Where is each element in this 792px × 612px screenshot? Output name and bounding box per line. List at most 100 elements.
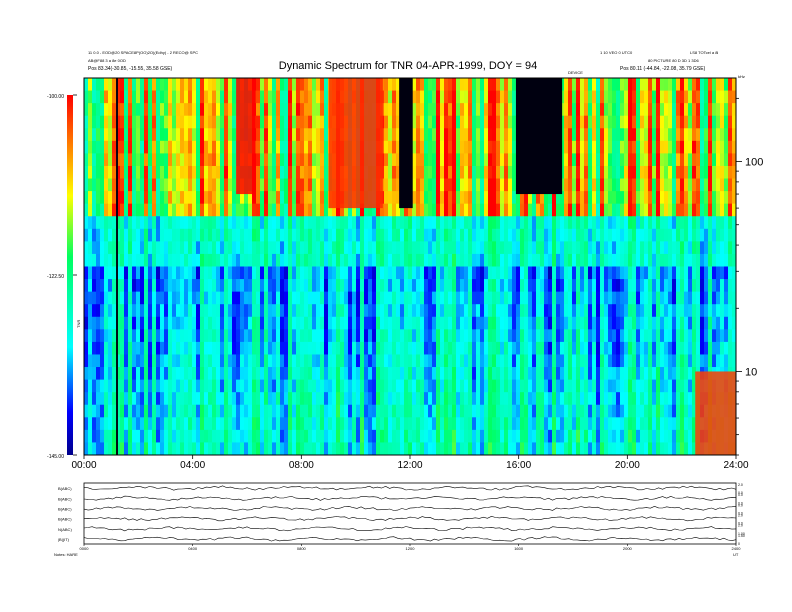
spectrogram-cell — [424, 404, 429, 418]
spectrogram-cell — [472, 128, 477, 142]
spectrogram-cell — [520, 216, 525, 230]
spectrogram-cell — [324, 354, 329, 368]
spectrogram-cell — [472, 253, 477, 267]
spectrogram-cell — [132, 367, 137, 380]
spectrogram-cell — [128, 78, 133, 91]
spectrogram-cell — [684, 241, 689, 255]
spectrogram-cell — [120, 203, 125, 217]
spectrogram-cell — [168, 442, 173, 456]
spectrogram-cell — [132, 165, 137, 179]
spectrogram-cell — [180, 203, 185, 217]
spectrogram-cell — [488, 392, 493, 406]
spectrogram-cell — [580, 291, 585, 305]
spectrogram-cell — [276, 103, 281, 117]
spectrogram-cell — [312, 291, 317, 305]
spectrogram-cell — [724, 279, 729, 293]
spectrogram-cell — [504, 341, 509, 355]
spectrogram-cell — [148, 203, 153, 217]
spectrogram-cell — [96, 279, 101, 293]
spectrogram-cell — [684, 165, 689, 179]
spectrogram-cell — [716, 266, 721, 280]
spectrogram-cell — [208, 241, 213, 255]
spectrogram-cell — [416, 241, 421, 255]
spectrogram-cell — [540, 304, 545, 318]
spectrogram-cell — [392, 266, 397, 280]
spectrogram-x-label: 20:00 — [615, 460, 640, 471]
spectrogram-cell — [688, 103, 693, 117]
spectrogram-cell — [172, 103, 177, 117]
spectrogram-cell — [564, 442, 569, 456]
spectrogram-cell — [724, 153, 729, 167]
spectrogram-cell — [460, 291, 465, 305]
spectrogram-cell — [588, 115, 593, 129]
spectrogram-cell — [608, 367, 613, 380]
spectrogram-cell — [256, 367, 261, 380]
spectrogram-cell — [620, 191, 625, 205]
spectrogram-cell — [692, 329, 697, 343]
spectrogram-cell — [248, 354, 253, 368]
spectrogram-cell — [544, 367, 549, 380]
spectrogram-cell — [376, 329, 381, 343]
spectrogram-cell — [456, 128, 461, 142]
spectrogram-cell — [484, 304, 489, 318]
spectrogram-cell — [140, 404, 145, 418]
spectrogram-cell — [492, 203, 497, 217]
spectrogram-cell — [388, 392, 393, 406]
spectrogram-cell — [664, 191, 669, 205]
spectrogram-cell — [380, 341, 385, 355]
spectrogram-cell — [164, 316, 169, 330]
spectrogram-cell — [696, 329, 701, 343]
spectrogram-cell — [420, 379, 425, 393]
spectrogram-cell — [260, 354, 265, 368]
spectrogram-cell — [480, 442, 485, 456]
spectrogram-cell — [456, 341, 461, 355]
spectrogram-cell — [536, 329, 541, 343]
spectrogram-cell — [656, 103, 661, 117]
spectrogram-cell — [712, 266, 717, 280]
spectrogram-cell — [652, 128, 657, 142]
spectrogram-cell — [468, 178, 473, 192]
spectrogram-cell — [152, 203, 157, 217]
spectrogram-cell — [732, 279, 737, 293]
spectrogram-cell — [440, 354, 445, 368]
spectrogram-cell — [356, 341, 361, 355]
spectrogram-cell — [548, 329, 553, 343]
spectrogram-cell — [332, 429, 337, 443]
spectrogram-cell — [304, 241, 309, 255]
spectrogram-cell — [472, 304, 477, 318]
spectrogram-cell — [452, 354, 457, 368]
spectrogram-cell — [436, 442, 441, 456]
spectrogram-cell — [272, 216, 277, 230]
spectrogram-cell — [520, 253, 525, 267]
spectrogram-cell — [348, 279, 353, 293]
spectrogram-cell — [628, 203, 633, 217]
spectrogram-cell — [84, 165, 89, 179]
spectrogram-cell — [280, 291, 285, 305]
spectrogram-cell — [640, 329, 645, 343]
spectrogram-cell — [148, 90, 153, 104]
spectrogram-cell — [376, 417, 381, 431]
spectrogram-cell — [700, 103, 705, 117]
spectrogram-cell — [376, 266, 381, 280]
spectrogram-cell — [616, 241, 621, 255]
spectrogram-cell — [568, 367, 573, 380]
spectrogram-cell — [244, 379, 249, 393]
spectrogram-cell — [444, 379, 449, 393]
spectrogram-cell — [428, 316, 433, 330]
spectrogram-cell — [388, 379, 393, 393]
spectrogram-cell — [424, 191, 429, 205]
spectrogram-cell — [268, 216, 273, 230]
spectrogram-cell — [116, 316, 121, 330]
spectrogram-cell — [624, 304, 629, 318]
spectrogram-cell — [340, 228, 345, 242]
spectrogram-cell — [552, 329, 557, 343]
spectrogram-cell — [480, 203, 485, 217]
spectrogram-cell — [528, 429, 533, 443]
spectrogram-cell — [676, 90, 681, 104]
spectrogram-cell — [472, 103, 477, 117]
spectrogram-cell — [288, 329, 293, 343]
spectrogram-cell — [456, 291, 461, 305]
spectrogram-cell — [660, 191, 665, 205]
spectrogram-cell — [624, 78, 629, 91]
spectrogram-cell — [620, 429, 625, 443]
